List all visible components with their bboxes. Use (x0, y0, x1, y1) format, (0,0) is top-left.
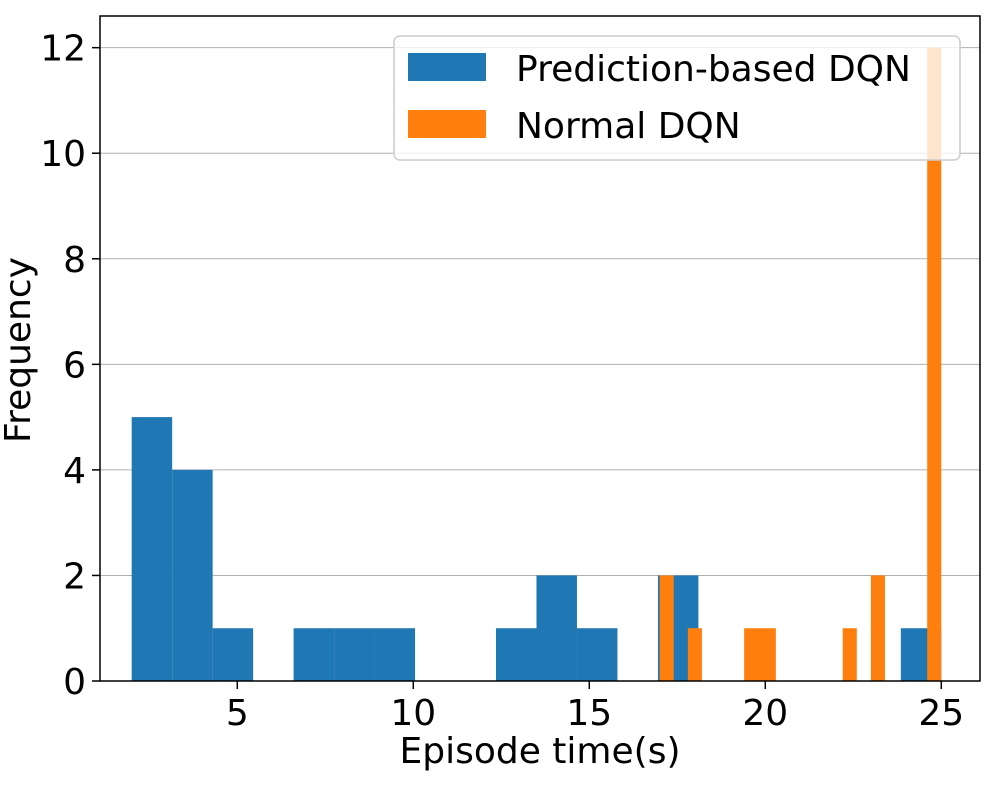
y-tick-label-6: 12 (40, 29, 86, 70)
plot-frame (99, 15, 981, 682)
bar-prediction-based-1 (172, 469, 213, 681)
legend-swatch-prediction-based (408, 53, 486, 81)
bars (131, 47, 942, 681)
y-axis: 0 2 4 6 8 10 12 (40, 29, 100, 703)
bar-normal-3 (842, 628, 857, 681)
legend: Prediction-based DQN Normal DQN (393, 35, 961, 161)
y-tick-label-2: 4 (63, 451, 86, 492)
bar-prediction-based-5 (374, 628, 416, 681)
x-axis-title: Episode time(s) (399, 731, 680, 772)
bar-prediction-based-7 (536, 575, 577, 681)
y-tick-label-1: 2 (63, 556, 86, 597)
legend-swatch-normal (408, 110, 486, 138)
y-tick-label-4: 8 (63, 240, 86, 281)
x-tick-label-3: 20 (742, 693, 788, 734)
legend-label-normal: Normal DQN (516, 106, 741, 147)
legend-frame (393, 35, 961, 161)
x-axis: 5 10 15 20 25 (226, 681, 964, 734)
x-tick-label-2: 15 (566, 693, 612, 734)
x-tick-label-4: 25 (918, 693, 964, 734)
y-tick-label-0: 0 (63, 662, 86, 703)
bar-normal-0 (659, 575, 674, 681)
bar-normal-1 (687, 628, 702, 681)
bar-prediction-based-8 (576, 628, 618, 681)
bar-prediction-based-2 (212, 628, 254, 681)
bar-normal-2 (744, 628, 776, 681)
x-tick-label-1: 10 (390, 693, 436, 734)
legend-label-prediction-based: Prediction-based DQN (516, 49, 911, 90)
bar-prediction-based-0 (131, 417, 173, 681)
bar-normal-5 (927, 47, 942, 681)
y-tick-label-5: 10 (40, 134, 86, 175)
y-axis-title: Frequency (0, 257, 39, 443)
bar-prediction-based-6 (496, 628, 537, 681)
bar-normal-4 (870, 575, 885, 681)
x-tick-label-0: 5 (226, 693, 249, 734)
bar-prediction-based-3 (293, 628, 335, 681)
y-tick-label-3: 6 (63, 345, 86, 386)
bar-prediction-based-4 (334, 628, 375, 681)
